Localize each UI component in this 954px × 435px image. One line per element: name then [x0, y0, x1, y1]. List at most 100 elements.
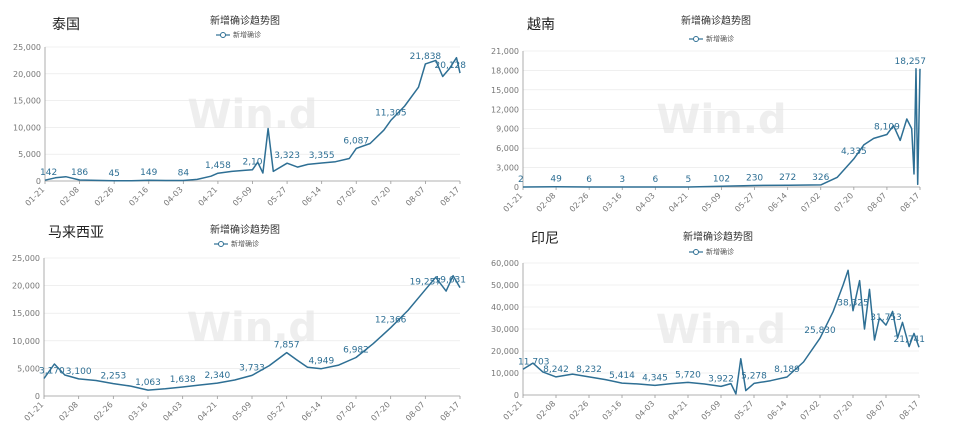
y-tick-label: 12,000 [491, 105, 519, 114]
data-label: 4,949 [308, 357, 334, 367]
data-label: 18,257 [895, 57, 927, 67]
data-label: 230 [746, 174, 763, 184]
x-tick-label: 08-17 [439, 400, 462, 423]
x-tick-label: 03-16 [127, 185, 150, 208]
data-label: 3,355 [309, 151, 335, 161]
watermark: Win.d [656, 97, 786, 143]
y-tick-label: 50,000 [491, 281, 519, 290]
series-line [522, 68, 921, 188]
data-label: 326 [812, 173, 829, 183]
data-label: 186 [71, 168, 88, 178]
data-label: 7,857 [274, 341, 300, 351]
y-tick-label: 20,000 [12, 282, 40, 291]
data-label: 8,109 [874, 122, 900, 132]
watermark: Win.d [187, 305, 317, 351]
chart-country-name: 印尼 [531, 231, 559, 247]
chart-panel-indonesia: 印尼 新增确诊趋势图 新增确诊 Win.d 0 10,000 20,000 30,000… [477, 218, 954, 435]
y-tick-label: 15,000 [13, 97, 41, 106]
chart-title: 新增确诊趋势图 [210, 16, 280, 27]
x-tick-label: 04-21 [197, 185, 220, 208]
data-label: 3,733 [239, 363, 265, 373]
data-label: 5,720 [675, 370, 701, 380]
chart-title: 新增确诊趋势图 [210, 225, 280, 236]
x-tick-label: 07-20 [832, 191, 855, 214]
x-tick-label: 08-07 [866, 191, 889, 214]
chart-legend[interactable]: 新增确诊 [689, 34, 734, 44]
x-tick-label: 02-26 [568, 399, 591, 422]
data-label: 19,631 [435, 276, 467, 286]
data-label: 6 [652, 175, 658, 185]
y-tick-label: 40,000 [491, 303, 519, 312]
data-label: 49 [550, 175, 562, 185]
data-label: 1,458 [205, 161, 231, 171]
y-tick-label: 30,000 [491, 325, 519, 334]
x-tick-label: 05-09 [700, 191, 723, 214]
data-label: 20,128 [435, 61, 467, 71]
y-tick-label: 0 [514, 391, 519, 400]
x-tick-label: 05-09 [231, 400, 254, 423]
data-label: 5,278 [741, 371, 767, 381]
y-tick-label: 0 [36, 177, 41, 186]
data-label: 45 [108, 169, 119, 179]
series-line [43, 274, 461, 391]
x-tick-label: 01-21 [24, 185, 47, 208]
data-label: 11,703 [518, 357, 550, 367]
data-label: 4,335 [841, 147, 867, 157]
y-tick-label: 20,000 [491, 347, 519, 356]
data-label: 1,638 [170, 375, 196, 385]
chart-legend[interactable]: 新增确诊 [214, 239, 259, 249]
data-label: 102 [713, 174, 730, 184]
data-label: 142 [40, 168, 57, 178]
x-tick-label: 07-20 [369, 185, 392, 208]
x-tick-label: 05-27 [733, 191, 756, 214]
x-tick-label: 07-02 [799, 399, 822, 422]
y-tick-label: 10,000 [13, 123, 41, 132]
data-label: 3,922 [708, 374, 734, 384]
x-tick-label: 04-03 [161, 400, 184, 423]
x-tick-label: 05-27 [733, 399, 756, 422]
legend-line-icon [689, 36, 703, 42]
data-label: 12,366 [375, 316, 407, 326]
chart-panel-thailand: 泰国 新增确诊趋势图 新增确诊 Win.d 0 5,000 10,000 15,000 2… [0, 0, 477, 218]
data-label: 4,345 [642, 373, 668, 383]
data-label: 38,325 [837, 299, 869, 309]
x-tick-label: 04-03 [634, 191, 657, 214]
x-tick-label: 06-14 [766, 399, 789, 422]
x-tick-label: 05-27 [265, 400, 288, 423]
data-label: 5 [686, 175, 692, 185]
data-label: 6,982 [343, 345, 369, 355]
x-tick-label: 01-21 [23, 400, 46, 423]
x-tick-label: 07-20 [832, 399, 855, 422]
x-tick-label: 05-27 [266, 185, 289, 208]
y-tick-label: 18,000 [491, 66, 519, 75]
x-tick-label: 08-17 [899, 191, 922, 214]
x-tick-label: 02-26 [93, 185, 116, 208]
data-label: 3,100 [66, 367, 92, 377]
y-tick-label: 5,000 [17, 364, 40, 373]
x-tick-label: 02-08 [535, 399, 558, 422]
data-label: 149 [140, 168, 157, 178]
chart-legend[interactable]: 新增确诊 [689, 247, 734, 257]
y-tick-label: 5,000 [18, 150, 41, 159]
y-tick-label: 20,000 [13, 70, 41, 79]
legend-label: 新增确诊 [706, 35, 734, 43]
legend-label: 新增确诊 [231, 240, 259, 248]
x-tick-label: 04-21 [667, 191, 690, 214]
x-tick-label: 05-09 [700, 399, 723, 422]
data-label: 21,838 [410, 52, 442, 62]
data-label: 5,414 [609, 371, 635, 381]
data-label: 3 [619, 175, 625, 185]
chart-country-name: 泰国 [52, 17, 80, 33]
data-label: 6,087 [343, 136, 369, 146]
y-tick-label: 10,000 [491, 369, 519, 378]
data-label: 19,257 [410, 278, 442, 288]
y-tick-label: 25,000 [13, 43, 41, 52]
x-tick-label: 01-21 [502, 191, 525, 214]
x-tick-label: 03-16 [601, 191, 624, 214]
y-tick-label: 3,000 [496, 164, 519, 173]
y-tick-label: 15,000 [12, 309, 40, 318]
chart-title: 新增确诊趋势图 [683, 232, 753, 243]
chart-legend[interactable]: 新增确诊 [216, 30, 261, 40]
y-tick-label: 25,000 [12, 254, 40, 263]
x-tick-label: 02-08 [57, 400, 80, 423]
